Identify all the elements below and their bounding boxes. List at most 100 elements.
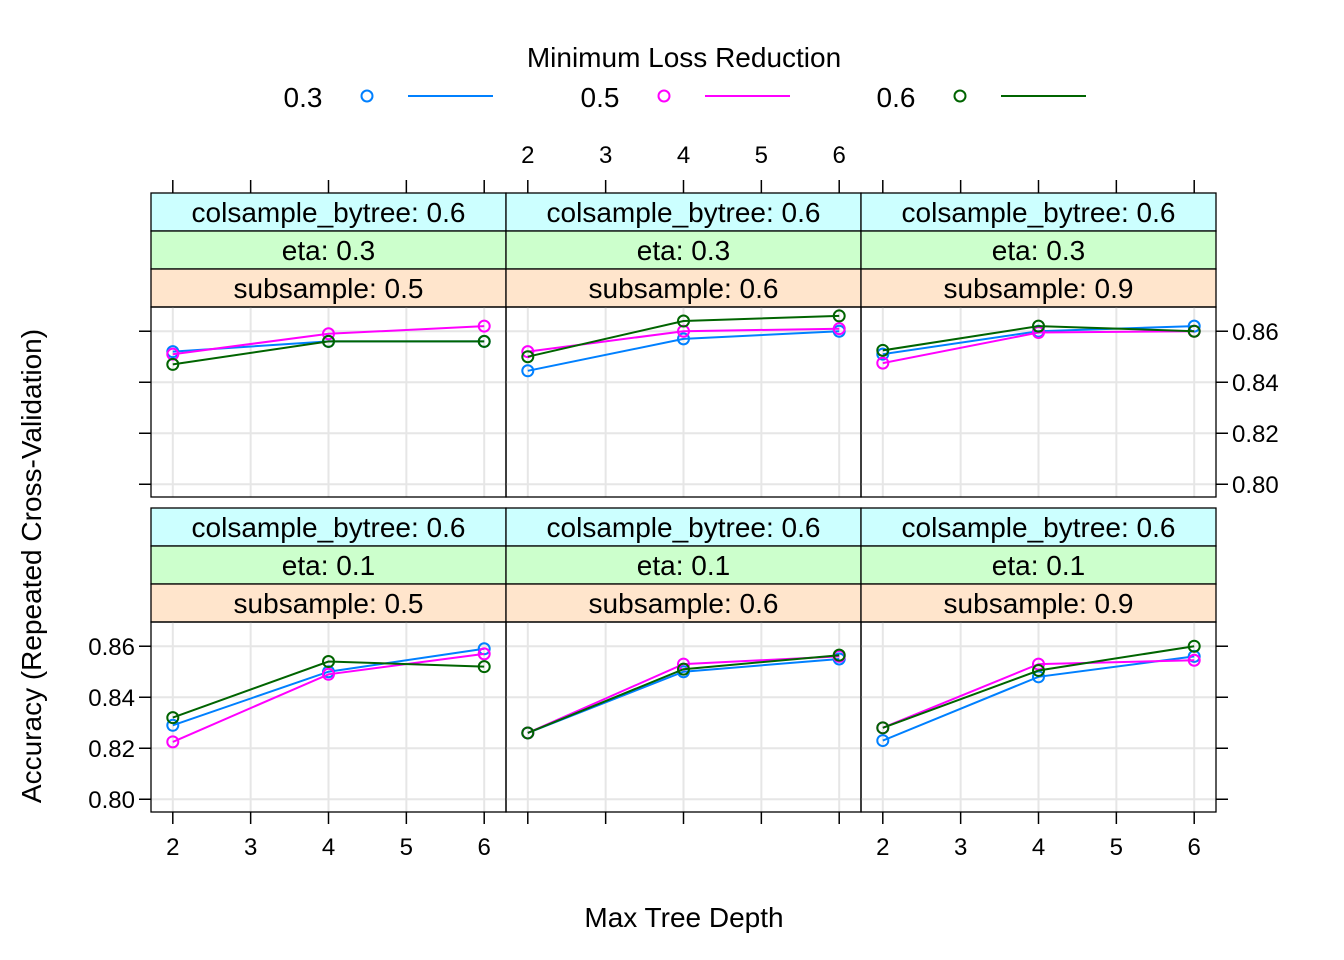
strip-colsample-label: colsample_bytree: 0.6 <box>902 512 1176 543</box>
data-point <box>166 718 180 732</box>
data-point <box>1187 653 1201 667</box>
strip-colsample <box>505 192 862 232</box>
x-axis-title: Max Tree Depth <box>584 902 783 933</box>
x-tick-label: 3 <box>244 834 257 861</box>
panel-4: colsample_bytree: 0.6 eta: 0.1 subsample: … <box>150 507 507 813</box>
x-tick-label: 5 <box>755 142 768 169</box>
strip-eta-label: eta: 0.1 <box>992 550 1085 581</box>
strip-colsample-label: colsample_bytree: 0.6 <box>192 197 466 228</box>
series-line-0.5 <box>172 652 485 743</box>
right-y-axis: 0.80 0.82 0.84 0.86 <box>1216 319 1279 800</box>
grid <box>861 307 1216 497</box>
data-point <box>1187 639 1201 653</box>
x-tick-label: 2 <box>521 142 534 169</box>
legend-items: 0.3 0.5 0.6 <box>284 82 1086 113</box>
strip-colsample-label: colsample_bytree: 0.6 <box>902 197 1176 228</box>
data-point <box>1187 324 1201 338</box>
strip-eta-label: eta: 0.3 <box>282 235 375 266</box>
strip-subsample <box>860 268 1217 308</box>
data-point <box>477 319 491 333</box>
data-point <box>832 648 846 662</box>
grid <box>861 622 1216 812</box>
strip-eta-label: eta: 0.1 <box>282 550 375 581</box>
x-tick-label: 5 <box>400 834 413 861</box>
panel-3: colsample_bytree: 0.6 eta: 0.3 subsample: … <box>860 192 1217 498</box>
data-point <box>1032 663 1045 677</box>
x-tick-label: 6 <box>1188 834 1201 861</box>
top-x-axis: 2 3 4 5 6 <box>172 142 1195 193</box>
data-point <box>521 726 535 740</box>
grid <box>506 622 861 812</box>
panel-2: colsample_bytree: 0.6 eta: 0.3 subsample: … <box>505 192 862 498</box>
y-tick-label: 0.86 <box>88 634 135 661</box>
legend-item-0.5: 0.5 <box>581 82 790 113</box>
panel-border <box>860 306 1217 498</box>
data-point <box>521 345 535 359</box>
series-line-0.3 <box>527 330 840 372</box>
grid <box>506 307 861 497</box>
panel-5: colsample_bytree: 0.6 eta: 0.1 subsample: … <box>505 507 862 813</box>
series-line-0.6 <box>882 645 1195 729</box>
data-point <box>322 327 335 341</box>
x-tick-label: 4 <box>1032 834 1045 861</box>
data-point <box>166 711 180 725</box>
strip-eta-label: eta: 0.1 <box>637 550 730 581</box>
data-point <box>876 343 890 357</box>
strip-eta <box>505 545 862 585</box>
data-point <box>1032 319 1045 333</box>
data-point <box>322 655 335 669</box>
data-point <box>677 662 690 676</box>
data-point <box>477 647 491 661</box>
x-tick-label: 3 <box>599 142 612 169</box>
strip-colsample-label: colsample_bytree: 0.6 <box>547 197 821 228</box>
data-point <box>477 334 491 348</box>
data-point <box>322 334 335 348</box>
grid <box>151 622 506 812</box>
legend-title: Minimum Loss Reduction <box>527 42 841 73</box>
legend-item-0.6: 0.6 <box>877 82 1086 113</box>
strip-colsample-label: colsample_bytree: 0.6 <box>547 512 821 543</box>
strip-colsample-label: colsample_bytree: 0.6 <box>192 512 466 543</box>
strip-eta-label: eta: 0.3 <box>637 235 730 266</box>
strip-colsample <box>860 192 1217 232</box>
data-point <box>832 309 846 323</box>
legend: Minimum Loss Reduction 0.3 0.5 0.6 <box>284 42 1086 113</box>
x-tick-label: 4 <box>322 834 335 861</box>
series-line-0.5 <box>172 325 485 356</box>
y-axis-title: Accuracy (Repeated Cross-Validation) <box>16 329 47 803</box>
y-tick-label: 0.84 <box>88 685 135 712</box>
strip-eta <box>150 230 507 270</box>
x-tick-label: 2 <box>876 834 889 861</box>
x-tick-label: 6 <box>833 142 846 169</box>
legend-label: 0.3 <box>284 82 323 113</box>
data-point <box>832 322 846 336</box>
strip-subsample-label: subsample: 0.9 <box>944 273 1134 304</box>
y-tick-label: 0.84 <box>1232 370 1279 397</box>
data-point <box>322 667 335 681</box>
legend-point <box>657 89 671 103</box>
panels: colsample_bytree: 0.6 eta: 0.3 subsample: … <box>150 192 1217 813</box>
y-tick-label: 0.86 <box>1232 319 1279 346</box>
data-point <box>677 332 690 346</box>
bottom-x-axis: 2 3 4 5 6 2 3 4 5 6 <box>166 812 1201 861</box>
data-point <box>876 734 890 748</box>
data-point <box>876 721 890 735</box>
strip-subsample <box>860 583 1217 623</box>
y-tick-label: 0.80 <box>88 787 135 814</box>
x-tick-label: 6 <box>478 834 491 861</box>
y-tick-label: 0.82 <box>1232 421 1279 448</box>
grid <box>151 307 506 497</box>
legend-point <box>953 89 967 103</box>
strip-subsample <box>505 268 862 308</box>
data-point <box>521 350 535 364</box>
strip-eta-label: eta: 0.3 <box>992 235 1085 266</box>
x-tick-label: 4 <box>677 142 690 169</box>
x-tick-label: 5 <box>1110 834 1123 861</box>
strip-eta <box>860 545 1217 585</box>
x-tick-label: 3 <box>954 834 967 861</box>
y-tick-label: 0.82 <box>88 736 135 763</box>
strip-subsample-label: subsample: 0.6 <box>589 273 779 304</box>
strip-subsample-label: subsample: 0.6 <box>589 588 779 619</box>
panel-1: colsample_bytree: 0.6 eta: 0.3 subsample: … <box>150 192 507 498</box>
